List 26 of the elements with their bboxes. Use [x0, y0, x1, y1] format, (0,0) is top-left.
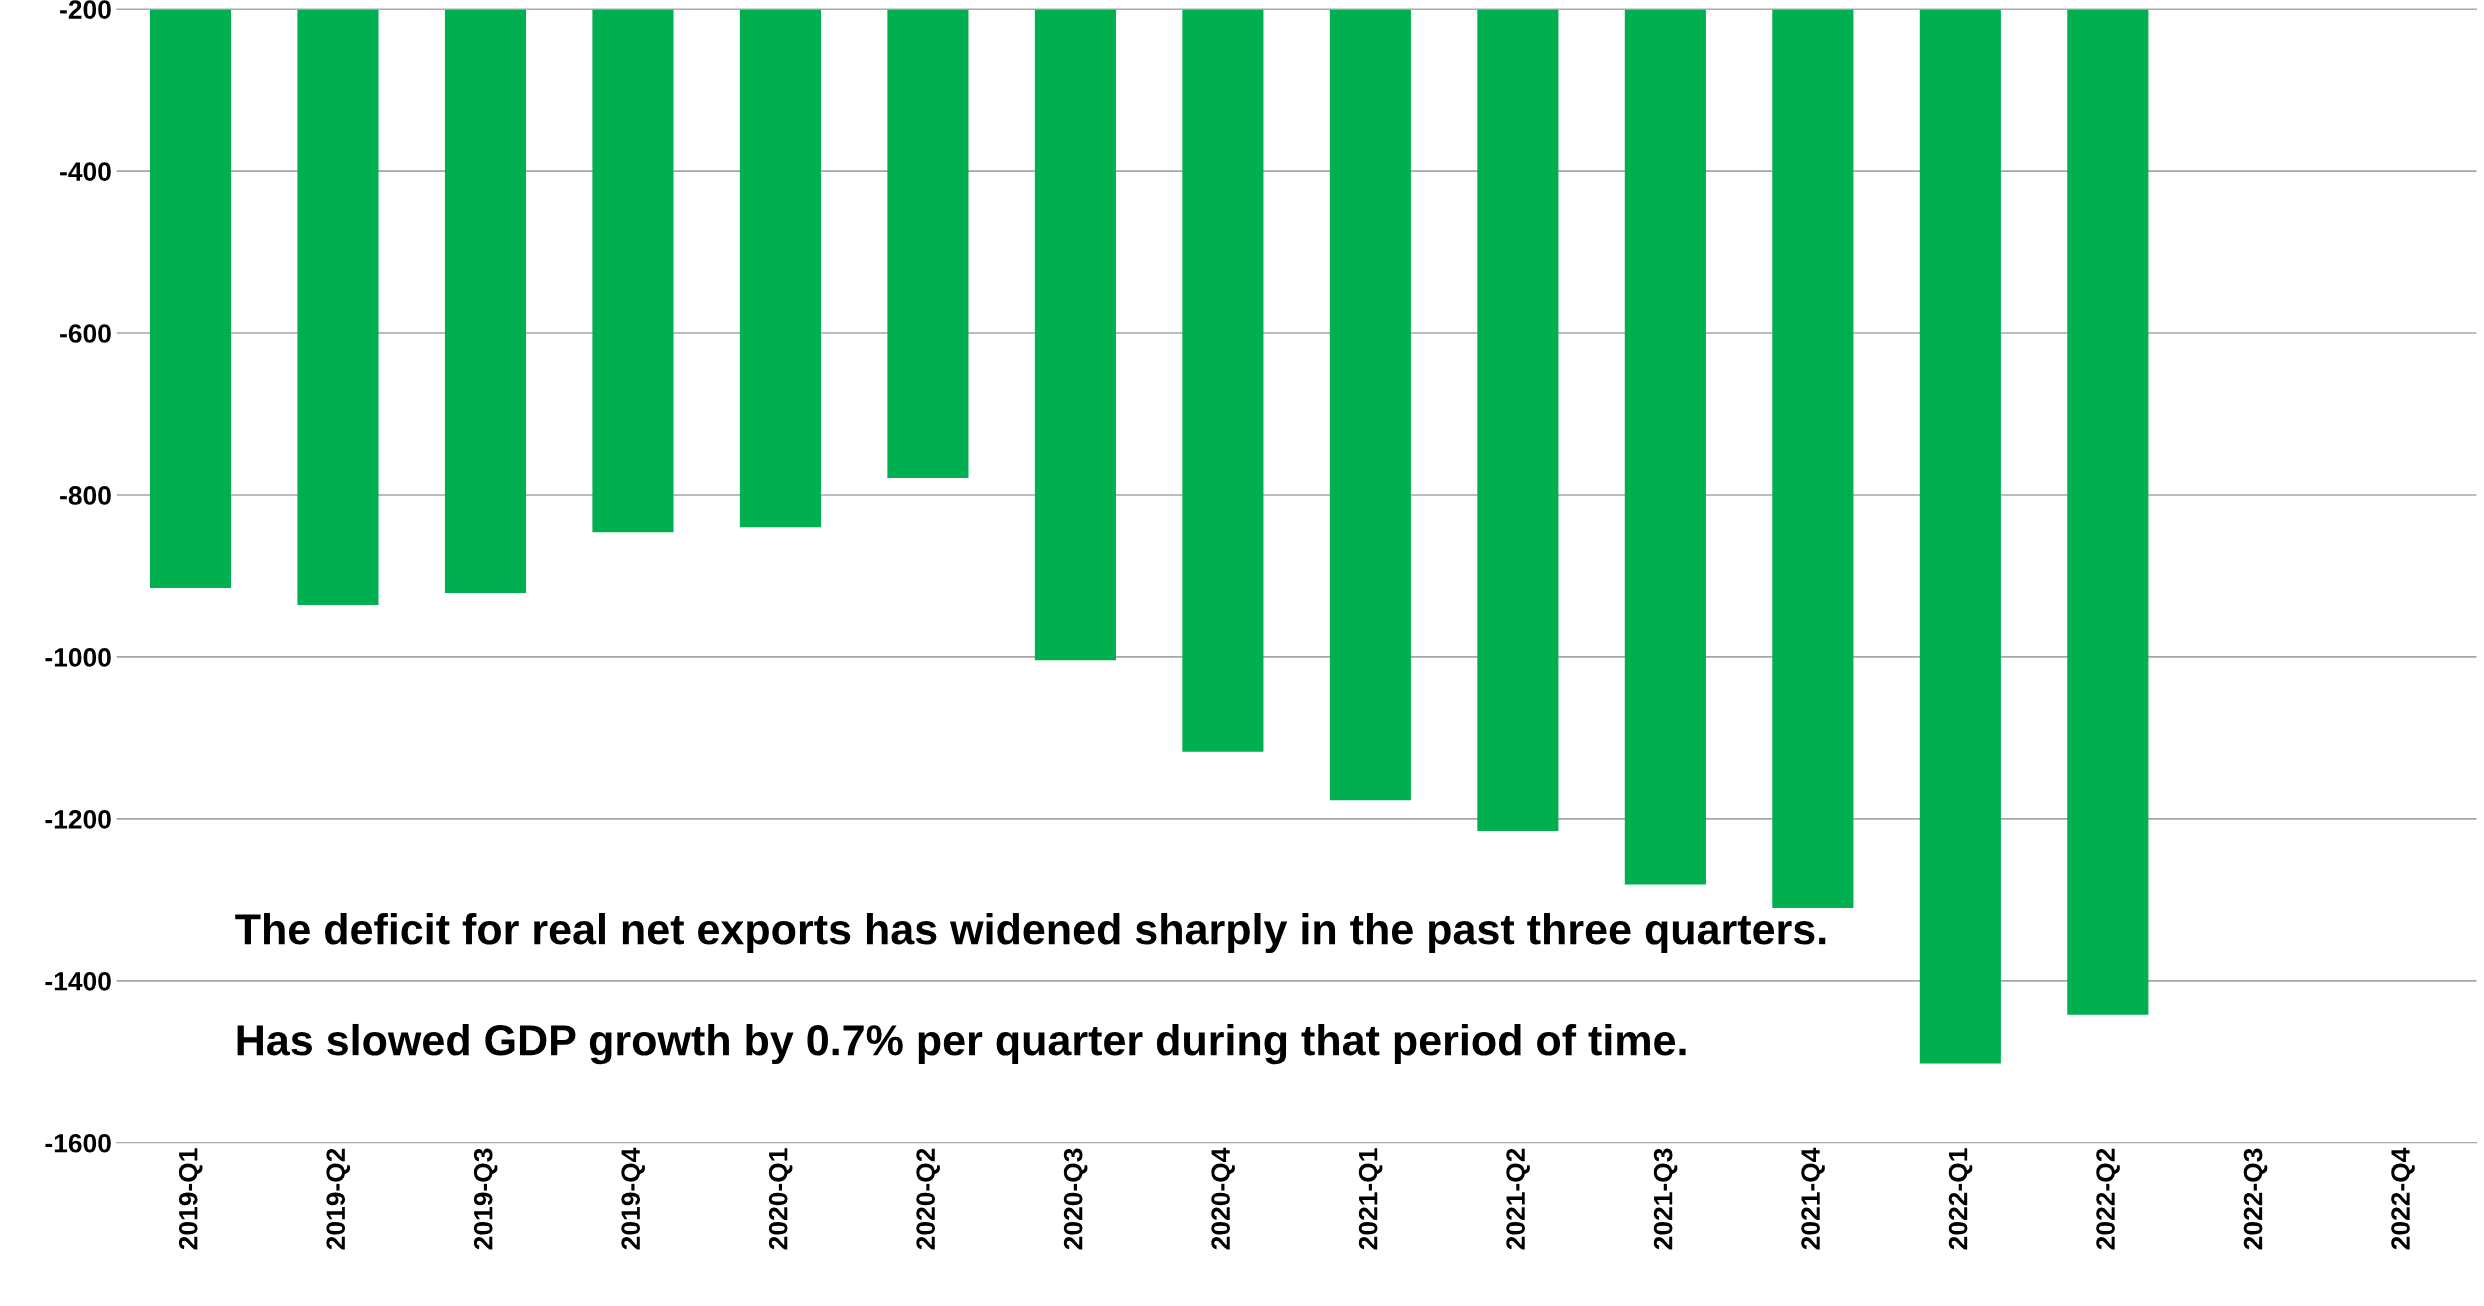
y-tick-label: -600	[60, 324, 111, 343]
y-tick-label: -800	[60, 486, 111, 505]
x-tick-label: 2019-Q1	[178, 1148, 203, 1250]
y-tick-label: -1400	[45, 971, 111, 991]
x-tick-label: 2020-Q3	[1063, 1148, 1088, 1250]
annotation: Has slowed GDP growth by 0.7% per quarter during that period of time.	[237, 1023, 1686, 1065]
y-tick-label: -1200	[45, 810, 111, 829]
x-tick-label: 2022-Q3	[2243, 1148, 2268, 1250]
x-tick-label: 2022-Q4	[2391, 1147, 2415, 1250]
y-tick-label: -200	[60, 0, 111, 19]
x-tick-label: 2021-Q1	[1358, 1148, 1383, 1250]
x-tick-label: 2019-Q3	[473, 1148, 498, 1250]
x-tick-label: 2022-Q2	[2096, 1148, 2120, 1250]
x-tick-label: 2022-Q1	[1948, 1148, 1973, 1250]
x-tick-label: 2020-Q1	[768, 1148, 793, 1250]
x-tick-label: 2021-Q4	[1801, 1147, 1825, 1250]
x-tick-label: 2020-Q4	[1211, 1147, 1235, 1250]
x-tick-label: 2019-Q4	[621, 1147, 645, 1250]
annotation: The deficit for real net exports has widened sharply in the past three quarters.	[235, 912, 1826, 954]
y-tick-label: -1600	[45, 1133, 111, 1153]
y-tick-label: -400	[60, 162, 111, 181]
x-tick-label: 2021-Q2	[1506, 1148, 1530, 1250]
x-tick-label: 2021-Q3	[1653, 1148, 1678, 1250]
y-tick-label: -1000	[45, 648, 111, 667]
x-tick-label: 2020-Q2	[916, 1148, 940, 1250]
x-tick-label: 2019-Q2	[326, 1148, 350, 1250]
